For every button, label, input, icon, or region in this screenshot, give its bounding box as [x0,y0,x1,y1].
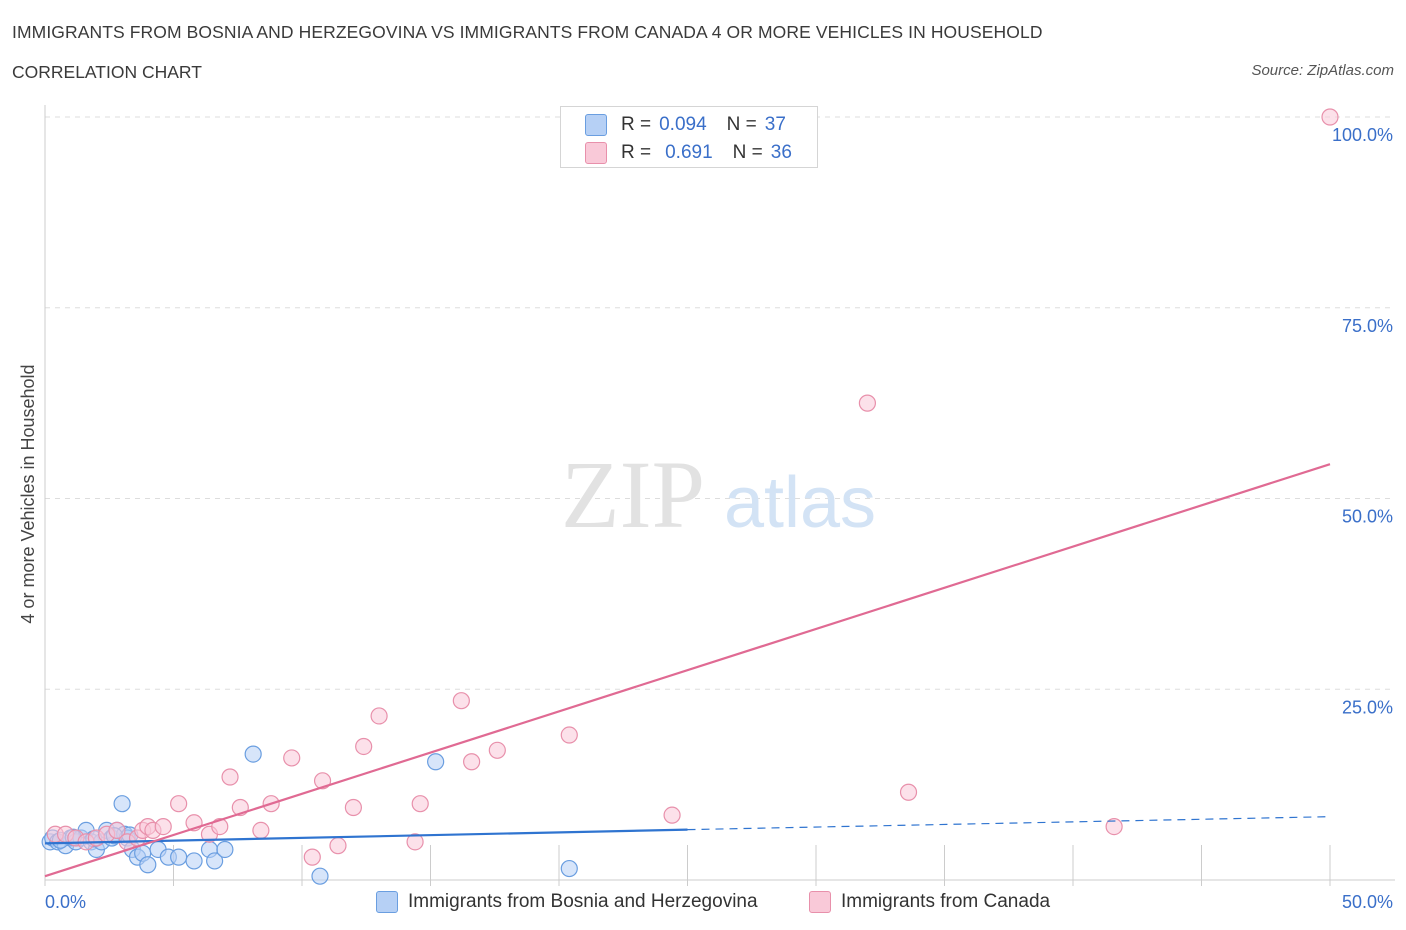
point-canada [463,753,481,771]
r-label: R = [621,142,652,163]
legend-row-canada: R = 0.691 N = 36 [585,141,792,165]
point-canada [370,707,388,725]
point-canada [303,848,321,866]
y-tick-label: 50.0% [1342,507,1393,527]
bottom-legend-bosnia: Immigrants from Bosnia and Herzegovina [376,889,758,915]
point-canada [406,833,424,851]
n-value: 36 [770,142,792,163]
point-canada [858,394,877,412]
watermark: ZIP atlas [561,441,876,548]
legend-row-bosnia: R = 0.094 N = 37 [585,113,786,137]
points-layer [41,108,1339,885]
bottom-legend-label-canada: Immigrants from Canada [841,891,1051,912]
point-bosnia [244,745,262,763]
y-axis-label: 4 or more Vehicles in Household [18,364,38,623]
point-bosnia [185,852,203,870]
bottom-legend-label-bosnia: Immigrants from Bosnia and Herzegovina [408,891,758,912]
watermark-atlas: atlas [724,463,876,543]
x-tick-label: 50.0% [1342,892,1393,912]
point-canada [283,749,301,767]
y-tick-label: 75.0% [1342,316,1393,336]
point-bosnia [216,840,234,859]
point-bosnia [113,795,131,813]
point-canada [560,726,578,744]
legend-swatch-bosnia [585,114,607,136]
r-label: R = [621,114,652,135]
n-value: 37 [764,114,786,135]
axis-layer: 100.0% 75.0% 50.0% 25.0% 0.0% 50.0% [44,105,1395,912]
point-canada [211,817,229,836]
n-label: N = [726,114,757,135]
point-canada [1321,108,1339,126]
watermark-zip: ZIP [561,441,705,548]
point-bosnia [311,867,329,885]
correlation-legend: R = 0.094 N = 37 R = 0.691 N = 36 [560,106,818,168]
point-canada [170,795,188,813]
trend-line-bosnia-projected [687,816,1331,831]
point-bosnia [170,848,188,866]
y-tick-label: 100.0% [1332,125,1393,145]
chart-title: IMMIGRANTS FROM BOSNIA AND HERZEGOVINA V… [12,22,1043,42]
chart-subtitle: CORRELATION CHART [12,62,202,82]
bottom-legend-swatch-canada [809,891,831,913]
point-bosnia [206,852,224,870]
point-canada [488,741,506,759]
point-canada [411,795,429,813]
point-canada [452,692,470,710]
r-value: 0.094 [659,114,707,135]
point-canada [899,783,918,801]
point-canada [1105,817,1123,836]
point-canada [329,837,347,855]
point-bosnia [139,856,157,874]
r-value: 0.691 [665,142,713,163]
point-canada [344,798,362,817]
point-canada [221,768,239,786]
grid-layer [45,116,1395,690]
bottom-legend-swatch-bosnia [376,891,398,913]
legend-swatch-canada [585,142,607,164]
x-tick-label: 0.0% [45,892,86,912]
point-bosnia [427,753,445,771]
trend-line-canada [44,463,1331,878]
point-canada [663,806,681,824]
n-label: N = [732,142,763,163]
point-canada [108,821,126,840]
point-canada [154,817,172,836]
trend-layer [44,463,1331,878]
point-canada [252,821,270,840]
point-bosnia [560,859,578,878]
point-canada [355,737,373,756]
source-label: Source: ZipAtlas.com [1251,62,1394,79]
y-tick-label: 25.0% [1342,697,1393,717]
bottom-legend-canada: Immigrants from Canada [809,889,1050,915]
